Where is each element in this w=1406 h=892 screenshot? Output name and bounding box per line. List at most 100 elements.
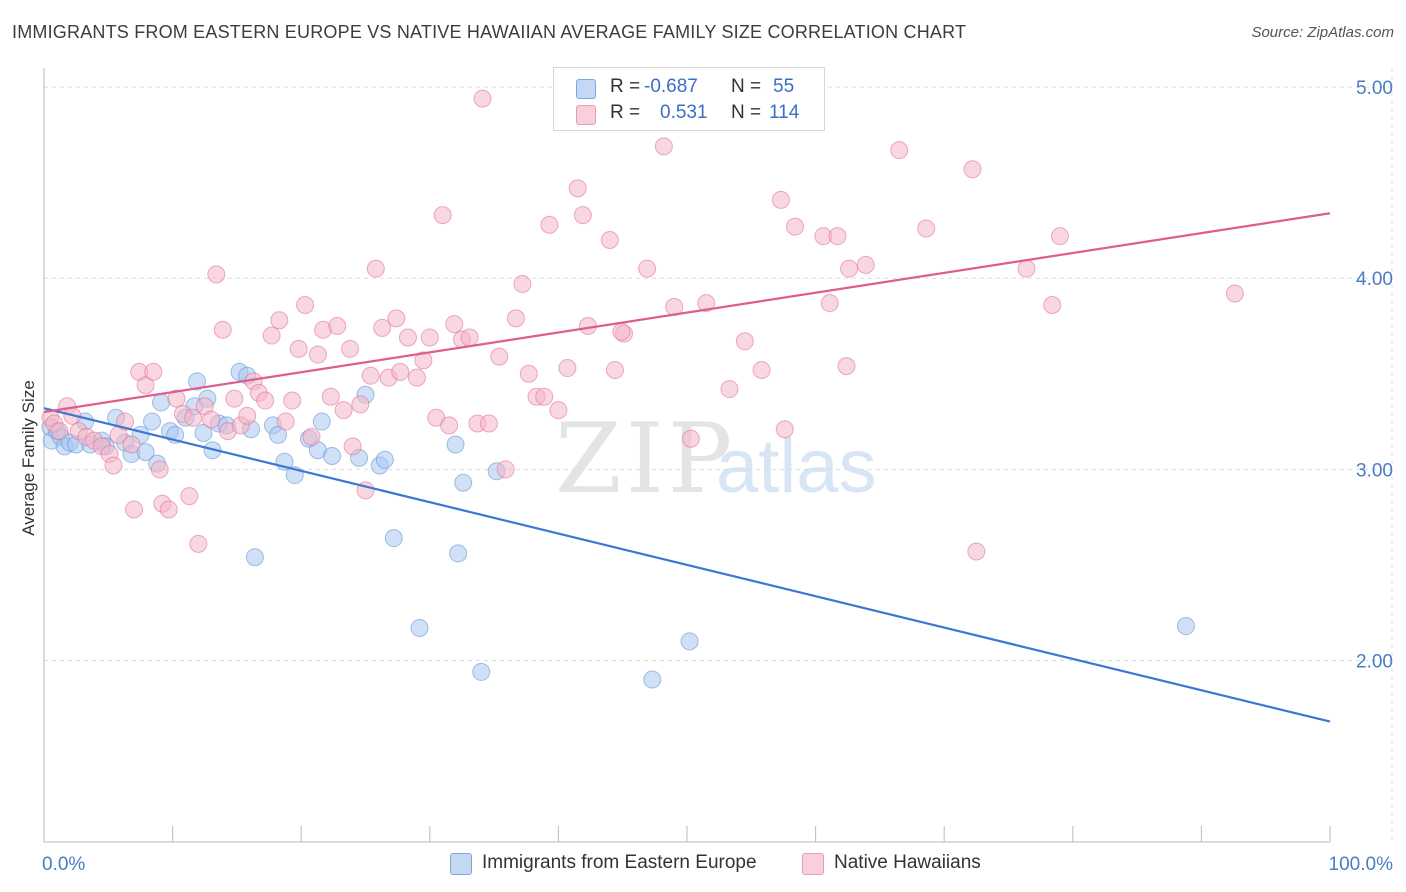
trend-layer <box>43 212 1331 723</box>
data-point <box>375 450 394 469</box>
series-1 <box>41 89 1244 561</box>
data-point <box>472 662 491 681</box>
data-point <box>479 414 498 433</box>
data-point <box>188 372 207 391</box>
series-layer <box>41 89 1244 689</box>
data-point <box>334 401 353 420</box>
data-point <box>351 395 370 414</box>
data-point <box>343 437 362 456</box>
data-point <box>496 460 515 479</box>
data-point <box>387 309 406 328</box>
data-point <box>321 387 340 406</box>
data-point <box>820 294 839 313</box>
data-point <box>445 315 464 334</box>
data-point <box>296 295 315 314</box>
axes <box>43 68 1331 843</box>
data-point <box>519 364 538 383</box>
data-point <box>840 259 859 278</box>
x-tick-label: 0.0% <box>42 854 85 875</box>
data-point <box>341 339 360 358</box>
data-point <box>1017 259 1036 278</box>
data-point <box>159 500 178 519</box>
data-point <box>654 137 673 156</box>
data-point <box>775 420 794 439</box>
legend-r-value: -0.687 <box>644 76 698 97</box>
data-point <box>568 179 587 198</box>
data-point <box>963 160 982 179</box>
legend-swatch-pink <box>576 105 596 125</box>
data-point <box>433 206 452 225</box>
data-point <box>440 416 459 435</box>
data-point <box>144 362 163 381</box>
data-point <box>152 393 171 412</box>
data-point <box>256 391 275 410</box>
data-point <box>1225 284 1244 303</box>
data-point <box>407 368 426 387</box>
data-point <box>238 406 257 425</box>
y-tick-label: 2.00 <box>1356 651 1393 672</box>
data-point <box>697 294 716 313</box>
data-point <box>373 318 392 337</box>
data-point <box>384 529 403 548</box>
data-point <box>420 328 439 347</box>
legend-n-value: 114 <box>769 102 800 123</box>
data-point <box>361 366 380 385</box>
data-point <box>573 206 592 225</box>
bottom-legend-label: Native Hawaiians <box>834 852 981 873</box>
data-point <box>50 422 69 441</box>
data-point <box>1176 617 1195 636</box>
data-point <box>262 326 281 345</box>
data-point <box>207 265 226 284</box>
data-point <box>328 317 347 335</box>
data-point <box>283 391 302 410</box>
data-point <box>890 141 909 160</box>
data-point <box>122 435 141 454</box>
data-point <box>366 259 385 278</box>
legend-n-label: N = <box>731 102 762 123</box>
data-point <box>771 190 790 209</box>
data-point <box>194 424 213 443</box>
bottom-legend-label: Immigrants from Eastern Europe <box>482 852 757 873</box>
data-point <box>643 670 662 689</box>
bottom-legend-swatch-pink <box>802 853 824 875</box>
data-point <box>720 380 739 399</box>
data-point <box>167 389 186 408</box>
data-point <box>143 412 162 431</box>
y-tick-label: 3.00 <box>1356 460 1393 481</box>
data-point <box>540 215 559 234</box>
data-point <box>558 359 577 378</box>
data-point <box>446 435 465 454</box>
trend-line-1 <box>43 212 1331 414</box>
legend-n-label: N = <box>731 76 762 97</box>
data-point <box>638 259 657 278</box>
data-point <box>245 548 264 567</box>
data-point <box>391 362 410 381</box>
grid <box>44 68 1393 842</box>
data-point <box>136 443 155 462</box>
data-point <box>213 320 232 339</box>
legend-n-value: 55 <box>773 76 795 97</box>
y-tick-label: 5.00 <box>1356 78 1393 99</box>
x-tick-label: 100.0% <box>1329 854 1394 875</box>
data-point <box>225 389 244 408</box>
data-point <box>302 427 321 446</box>
data-point <box>513 274 532 293</box>
data-point <box>312 412 331 431</box>
tick-labels: 2.00 3.00 4.00 5.00 0.0% 100.0% <box>42 78 1393 875</box>
legend-r-label: R = <box>610 102 641 123</box>
data-point <box>786 217 805 236</box>
data-point <box>837 357 856 376</box>
data-point <box>549 401 568 420</box>
legend-r-value: 0.531 <box>660 102 708 123</box>
data-point <box>184 408 203 427</box>
data-point <box>414 351 433 370</box>
data-point <box>150 460 169 479</box>
watermark-zip: ZIP <box>555 403 736 515</box>
data-point <box>449 544 468 563</box>
data-point <box>681 429 700 448</box>
data-point <box>506 309 525 328</box>
data-point <box>490 347 509 366</box>
data-point <box>189 534 208 553</box>
data-point <box>104 456 123 475</box>
